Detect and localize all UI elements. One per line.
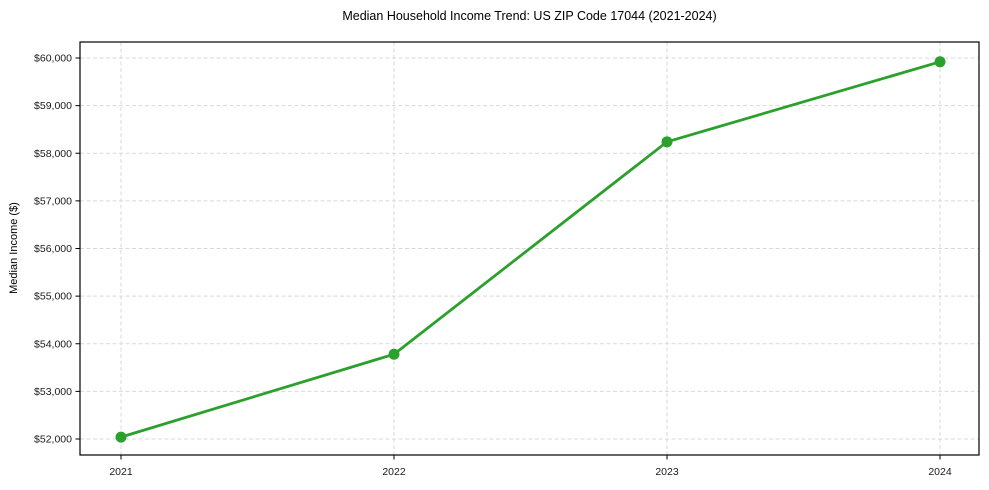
y-tick-label: $54,000 (34, 338, 72, 350)
y-tick-label: $56,000 (34, 243, 72, 255)
x-tick-label: 2023 (655, 466, 679, 478)
y-tick-label: $60,000 (34, 53, 72, 65)
y-tick-label: $58,000 (34, 148, 72, 160)
y-axis-label: Median Income ($) (8, 202, 20, 294)
y-tick-label: $53,000 (34, 386, 72, 398)
data-point (388, 348, 400, 360)
y-tick-label: $52,000 (34, 434, 72, 446)
chart-title: Median Household Income Trend: US ZIP Co… (342, 9, 717, 23)
data-point (934, 56, 946, 68)
income-trend-line (119, 60, 942, 439)
data-point (115, 431, 127, 443)
y-tick-label: $57,000 (34, 195, 72, 207)
y-tick-label: $59,000 (34, 100, 72, 112)
data-point (661, 136, 673, 148)
x-tick-label: 2022 (382, 466, 406, 478)
x-tick-label: 2021 (109, 466, 133, 478)
x-tick-label: 2024 (928, 466, 952, 478)
y-tick-label: $55,000 (34, 291, 72, 303)
